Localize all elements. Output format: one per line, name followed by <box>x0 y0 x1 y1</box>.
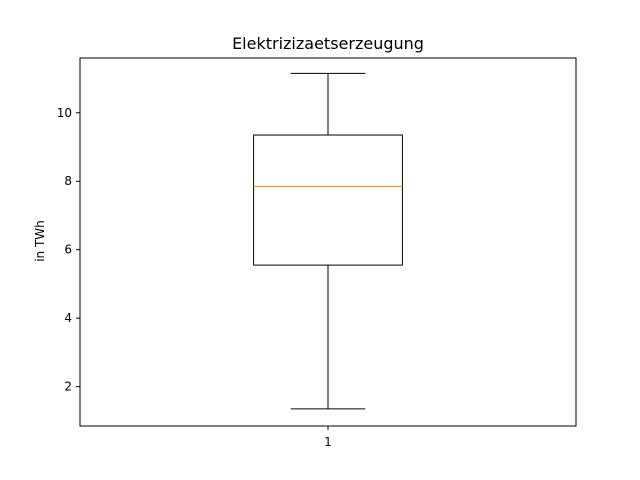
y-tick-label: 6 <box>64 243 72 257</box>
plot-area: 2 4 6 8 10 1 <box>57 73 403 449</box>
y-tick-label: 10 <box>57 106 72 120</box>
iqr-box <box>254 135 403 265</box>
chart-title: Elektrizizaetserzeugung <box>232 34 424 53</box>
y-axis-label: in TWh <box>33 220 47 262</box>
y-tick-label: 4 <box>64 311 72 325</box>
y-tick-label: 2 <box>64 380 72 394</box>
y-tick-label: 8 <box>64 174 72 188</box>
x-tick-label: 1 <box>324 435 332 449</box>
